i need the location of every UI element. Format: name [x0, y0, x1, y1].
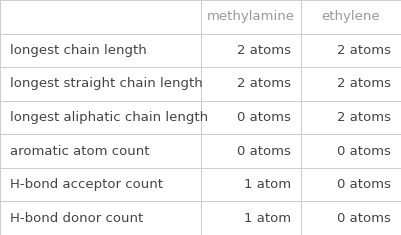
Text: 0 atoms: 0 atoms — [337, 212, 391, 225]
Text: ethylene: ethylene — [322, 10, 380, 23]
Text: 2 atoms: 2 atoms — [337, 111, 391, 124]
Text: 2 atoms: 2 atoms — [337, 77, 391, 90]
Text: 1 atom: 1 atom — [243, 178, 291, 191]
Text: longest aliphatic chain length: longest aliphatic chain length — [10, 111, 208, 124]
Text: 0 atoms: 0 atoms — [237, 145, 291, 158]
Text: H-bond acceptor count: H-bond acceptor count — [10, 178, 163, 191]
Text: 0 atoms: 0 atoms — [337, 178, 391, 191]
Text: longest straight chain length: longest straight chain length — [10, 77, 203, 90]
Text: 2 atoms: 2 atoms — [237, 77, 291, 90]
Text: 2 atoms: 2 atoms — [337, 44, 391, 57]
Text: 2 atoms: 2 atoms — [237, 44, 291, 57]
Text: aromatic atom count: aromatic atom count — [10, 145, 150, 158]
Text: longest chain length: longest chain length — [10, 44, 147, 57]
Text: methylamine: methylamine — [207, 10, 295, 23]
Text: 1 atom: 1 atom — [243, 212, 291, 225]
Text: H-bond donor count: H-bond donor count — [10, 212, 143, 225]
Text: 0 atoms: 0 atoms — [237, 111, 291, 124]
Text: 0 atoms: 0 atoms — [337, 145, 391, 158]
